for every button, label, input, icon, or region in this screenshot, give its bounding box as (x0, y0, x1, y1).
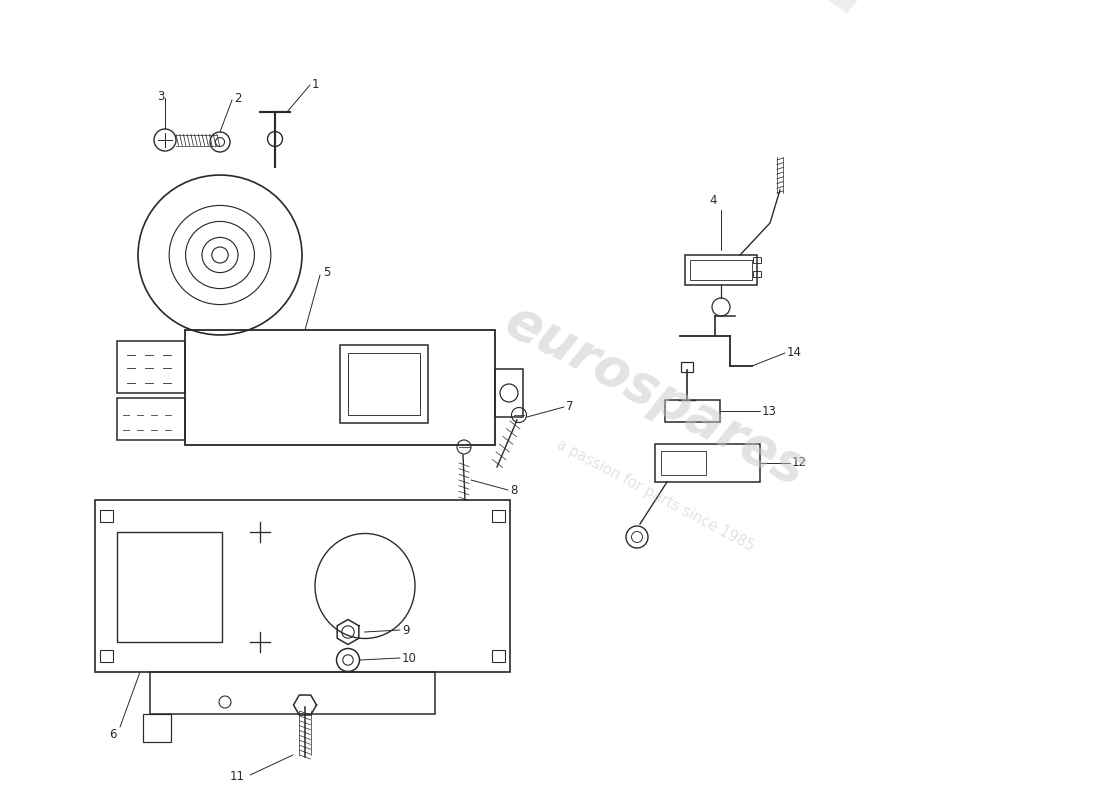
Bar (117, 341, 185, 393)
Bar (340, 345, 428, 423)
Text: 14: 14 (786, 346, 802, 359)
Bar (495, 369, 522, 417)
Bar (348, 353, 420, 415)
Bar (185, 330, 495, 445)
Text: 4: 4 (710, 194, 717, 206)
Text: eurospares: eurospares (496, 294, 814, 496)
Text: 10: 10 (402, 651, 417, 665)
Text: 3: 3 (157, 90, 164, 102)
Bar (492, 510, 505, 522)
Text: 13: 13 (762, 405, 777, 418)
Text: 8: 8 (510, 483, 517, 497)
Bar (754, 257, 761, 263)
Text: 6: 6 (109, 727, 117, 741)
Bar (95, 500, 510, 672)
Bar (100, 510, 113, 522)
Text: 1: 1 (312, 78, 319, 90)
Bar (654, 444, 760, 482)
Text: 11: 11 (230, 770, 245, 783)
Bar (143, 714, 170, 742)
Text: 7: 7 (566, 401, 573, 414)
Bar (685, 255, 757, 285)
Text: 2: 2 (234, 93, 242, 106)
Bar (492, 650, 505, 662)
Bar (150, 672, 435, 714)
Bar (666, 400, 720, 422)
Text: a passion for parts since 1985: a passion for parts since 1985 (553, 436, 757, 554)
Bar (117, 398, 185, 440)
Text: 5: 5 (323, 266, 330, 279)
Bar (681, 362, 693, 372)
Bar (117, 532, 222, 642)
Bar (661, 451, 706, 475)
Bar (690, 260, 752, 280)
Text: 12: 12 (792, 457, 807, 470)
Bar (100, 650, 113, 662)
Bar (754, 271, 761, 277)
Text: 9: 9 (402, 623, 409, 637)
